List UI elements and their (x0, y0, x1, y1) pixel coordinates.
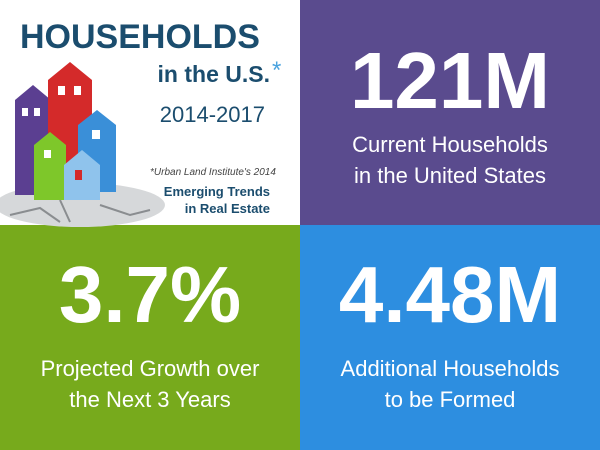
source-line: Emerging Trends (164, 184, 270, 199)
panel-blue (300, 225, 600, 450)
houses-illustration (0, 62, 165, 227)
stat-label: the Next 3 Years (69, 387, 230, 412)
years: 2014-2017 (160, 102, 265, 127)
stat-value: 121M (350, 36, 550, 125)
stat-value: 3.7% (59, 250, 241, 339)
source-line: in Real Estate (185, 201, 270, 216)
stat-label: Projected Growth over (41, 356, 260, 381)
stat-label: Current Households (352, 132, 548, 157)
stat-label: to be Formed (385, 387, 516, 412)
title: HOUSEHOLDS (20, 18, 260, 56)
asterisk: * (272, 57, 281, 84)
stat-label: in the United States (354, 163, 546, 188)
stat-value: 4.48M (339, 250, 561, 339)
subtitle: in the U.S. (158, 61, 270, 87)
stat-label: Additional Households (341, 356, 560, 381)
panel-green (0, 225, 300, 450)
panel-purple (300, 0, 600, 225)
source-note: *Urban Land Institute's 2014 (150, 167, 276, 178)
